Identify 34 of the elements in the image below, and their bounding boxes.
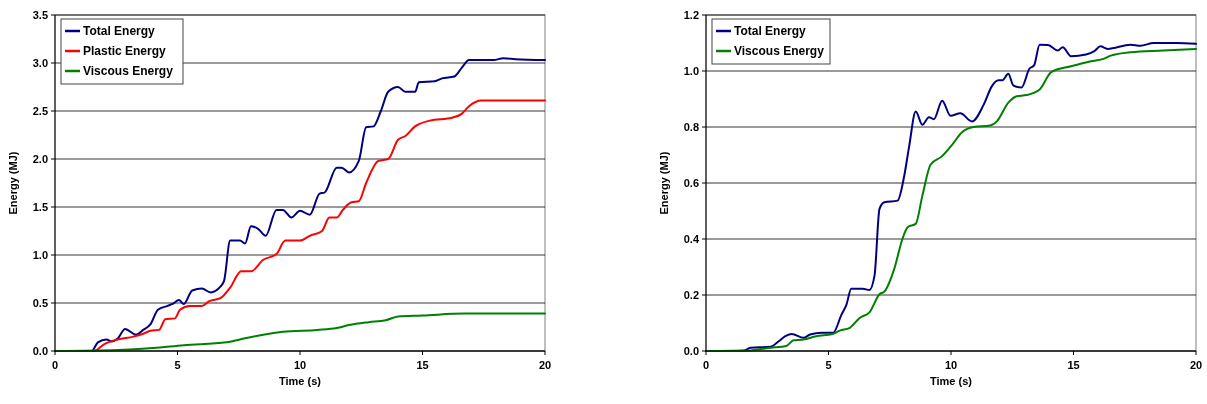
x-tick-label: 0 bbox=[51, 359, 59, 371]
x-tick-label: 0 bbox=[702, 359, 710, 371]
y-axis-title: Energy (MJ) bbox=[658, 151, 670, 215]
legend-label: Plastic Energy bbox=[83, 44, 167, 59]
x-tick-label: 10 bbox=[944, 359, 958, 371]
y-tick-label: 0.6 bbox=[683, 176, 699, 189]
y-tick-label: 3.0 bbox=[32, 56, 48, 69]
x-tick-label: 15 bbox=[416, 359, 429, 371]
x-tick-label: 10 bbox=[293, 359, 307, 371]
x-tick-label: 5 bbox=[174, 359, 181, 371]
y-tick-label: 0.2 bbox=[683, 288, 699, 301]
y-tick-label: 0.5 bbox=[32, 296, 48, 309]
x-axis-title: Time (s) bbox=[930, 375, 973, 387]
legend-label: Viscous Energy bbox=[734, 44, 825, 59]
y-tick-label: 1.2 bbox=[683, 8, 699, 21]
y-tick-label: 1.5 bbox=[32, 200, 48, 213]
x-tick-label: 20 bbox=[1189, 359, 1203, 371]
y-tick-label: 2.5 bbox=[32, 104, 48, 117]
x-tick-label: 20 bbox=[538, 359, 552, 371]
legend-label: Total Energy bbox=[83, 24, 156, 39]
legend-label: Viscous Energy bbox=[83, 64, 174, 79]
y-tick-label: 0.0 bbox=[683, 344, 699, 357]
x-axis-title: Time (s) bbox=[279, 375, 322, 387]
y-tick-label: 0.8 bbox=[683, 120, 699, 133]
y-tick-label: 1.0 bbox=[32, 248, 48, 261]
legend-label: Total Energy bbox=[734, 24, 807, 39]
y-tick-label: 0.4 bbox=[683, 232, 700, 245]
x-tick-label: 15 bbox=[1067, 359, 1080, 371]
y-tick-label: 1.0 bbox=[683, 64, 699, 77]
y-tick-label: 2.0 bbox=[32, 152, 48, 165]
y-tick-label: 3.5 bbox=[32, 8, 48, 21]
y-axis-title: Energy (MJ) bbox=[7, 151, 19, 215]
y-tick-label: 0.0 bbox=[32, 344, 48, 357]
x-tick-label: 5 bbox=[825, 359, 832, 371]
